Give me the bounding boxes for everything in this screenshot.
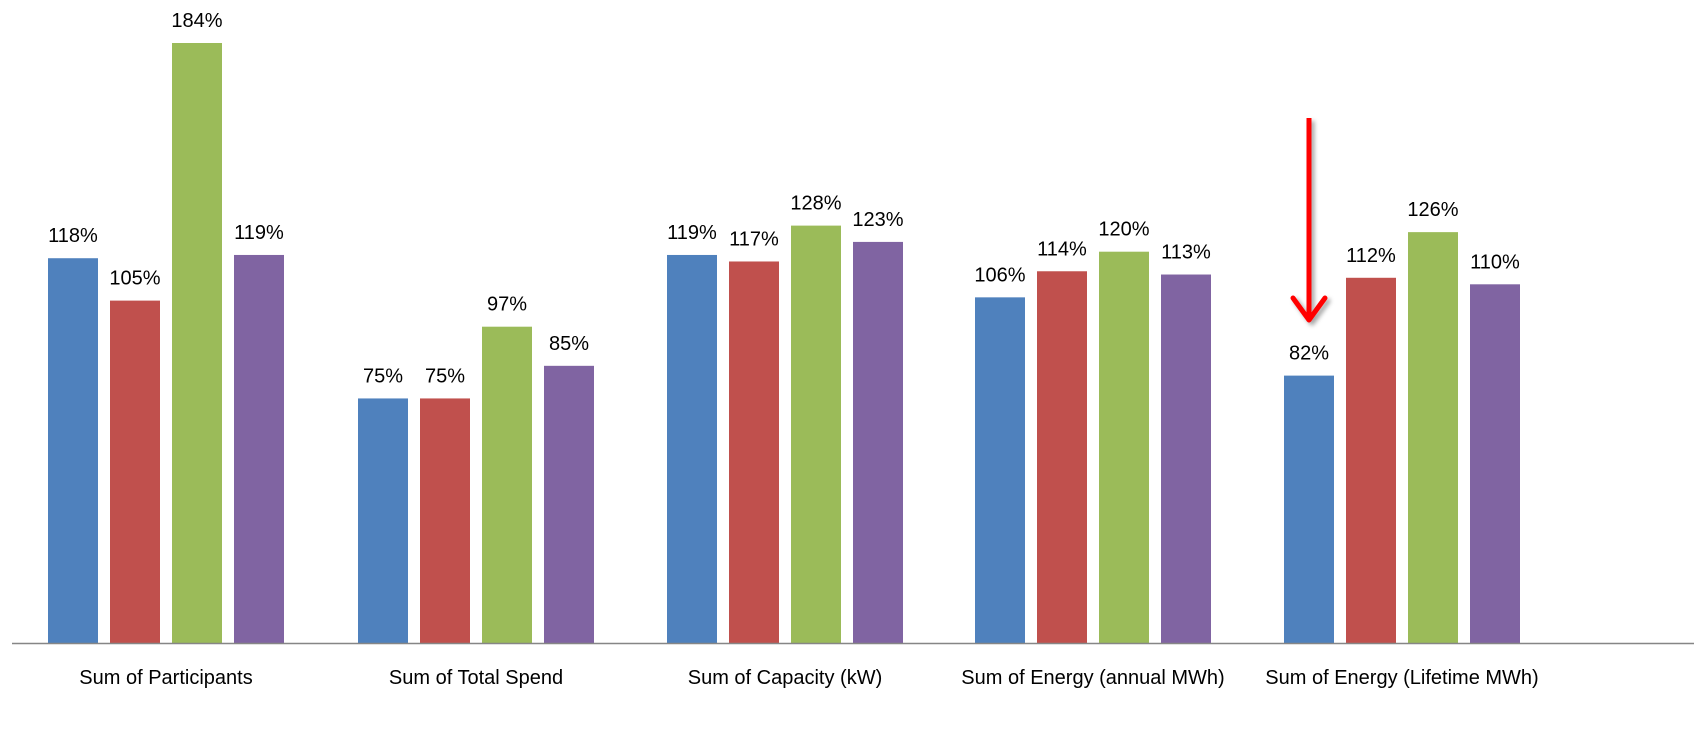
data-label-3-2: 120%	[1098, 219, 1149, 241]
data-label-0-3: 119%	[234, 222, 284, 244]
bar-1-2	[482, 326, 532, 643]
data-label-1-1: 75%	[425, 365, 465, 387]
data-label-2-1: 117%	[729, 228, 779, 250]
bar-1-1	[420, 398, 470, 643]
annotation-arrow-head	[1290, 295, 1328, 323]
category-label-0: Sum of Participants	[79, 667, 252, 689]
data-label-0-1: 105%	[109, 268, 160, 290]
bar-0-0	[48, 258, 98, 643]
data-label-1-0: 75%	[363, 365, 403, 387]
bar-4-3	[1470, 284, 1520, 643]
bar-2-0	[667, 254, 717, 643]
data-label-3-1: 114%	[1037, 238, 1087, 260]
category-label-1: Sum of Total Spend	[389, 667, 563, 689]
bar-4-0	[1284, 375, 1334, 643]
data-label-2-2: 128%	[790, 193, 841, 215]
annotation-arrow	[1290, 118, 1328, 323]
bar-4-2	[1408, 232, 1458, 643]
bar-0-3	[234, 254, 284, 643]
bar-3-1	[1037, 271, 1087, 643]
data-label-3-0: 106%	[974, 264, 1025, 286]
bar-1-0	[358, 398, 408, 643]
bar-0-1	[110, 300, 160, 643]
category-label-4: Sum of Energy (Lifetime MWh)	[1265, 667, 1538, 689]
bar-4-1	[1346, 277, 1396, 643]
data-label-2-0: 119%	[667, 222, 717, 244]
bar-2-2	[791, 225, 841, 643]
bar-3-0	[975, 297, 1025, 643]
data-label-0-2: 184%	[171, 10, 222, 32]
bar-3-3	[1161, 274, 1211, 643]
bar-0-2	[172, 43, 222, 643]
bar-2-3	[853, 241, 903, 644]
data-label-4-1: 112%	[1346, 245, 1396, 267]
data-label-1-2: 97%	[487, 294, 527, 316]
bar-3-2	[1099, 251, 1149, 643]
data-label-2-3: 123%	[852, 209, 903, 231]
category-label-2: Sum of Capacity (kW)	[688, 667, 882, 689]
data-label-4-2: 126%	[1407, 199, 1458, 221]
data-label-4-3: 110%	[1470, 251, 1520, 273]
bar-2-1	[729, 261, 779, 643]
data-label-1-3: 85%	[549, 333, 589, 355]
bar-1-3	[544, 365, 594, 643]
data-label-4-0: 82%	[1289, 343, 1329, 365]
data-label-0-0: 118%	[48, 225, 98, 247]
data-label-3-3: 113%	[1161, 242, 1211, 264]
category-label-3: Sum of Energy (annual MWh)	[961, 667, 1224, 689]
